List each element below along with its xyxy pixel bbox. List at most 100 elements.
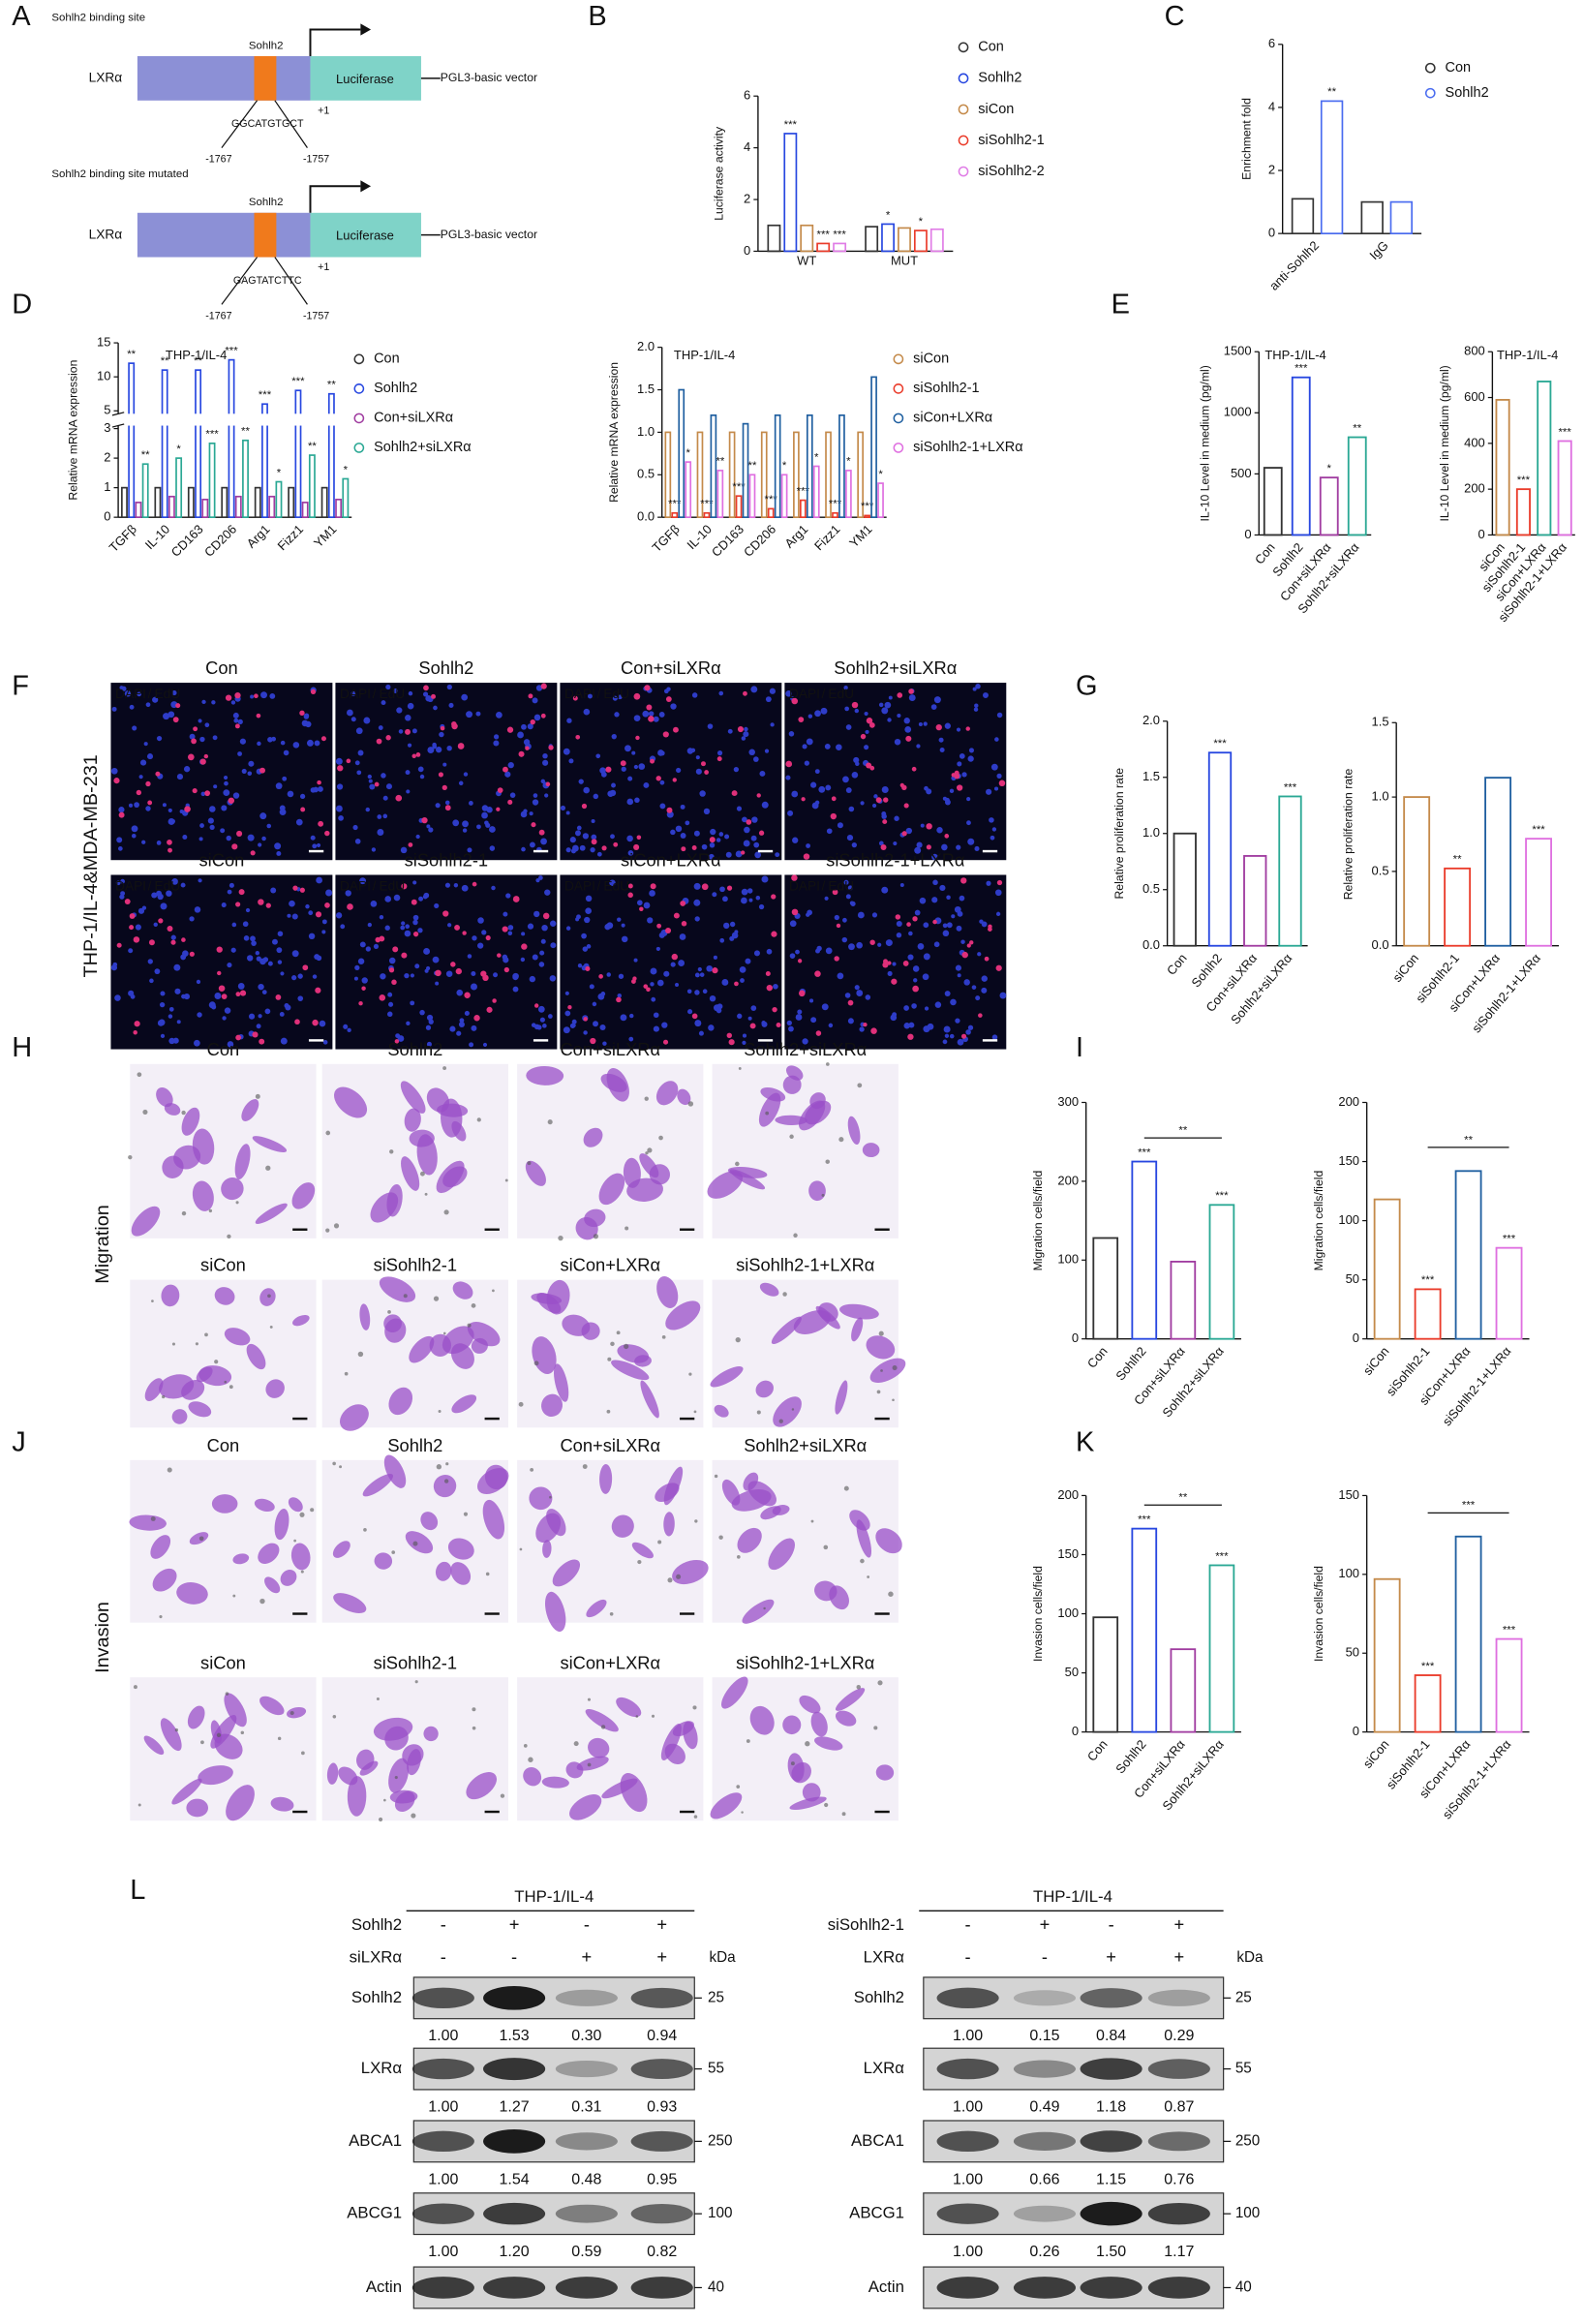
stain-label: /: [597, 687, 601, 701]
edu-nucleus: [766, 984, 773, 992]
nucleus: [231, 922, 237, 928]
nucleus: [916, 841, 923, 848]
nucleus: [279, 805, 286, 811]
chart-title: THP-1/IL-4: [1264, 348, 1325, 362]
edu-nucleus: [932, 919, 937, 925]
nucleus: [276, 947, 283, 954]
bar: [208, 443, 216, 518]
pore: [587, 1762, 592, 1767]
nucleus: [764, 749, 770, 753]
nucleus: [991, 827, 997, 832]
nucleus: [481, 811, 488, 819]
nucleus: [903, 1005, 909, 1011]
pore: [151, 1300, 154, 1302]
nucleus: [532, 954, 538, 961]
nucleus: [633, 958, 638, 963]
nucleus: [114, 994, 121, 1001]
nucleus: [727, 728, 733, 734]
y-tick-label: 0: [1072, 1724, 1079, 1738]
cell: [340, 1404, 369, 1431]
edu-nucleus: [635, 735, 640, 741]
edu-nucleus: [405, 728, 411, 735]
nucleus: [401, 921, 406, 926]
cell: [451, 1394, 477, 1414]
nucleus: [544, 793, 549, 798]
pore: [332, 1461, 336, 1466]
nucleus: [156, 735, 163, 742]
pore: [383, 1798, 386, 1802]
nucleus: [471, 983, 477, 991]
nucleus: [845, 724, 852, 730]
nucleus: [587, 693, 593, 699]
pore: [527, 1161, 532, 1166]
cell: [616, 1697, 642, 1718]
y-tick-label: 0: [1353, 1724, 1359, 1738]
pore: [467, 1323, 472, 1328]
significance: *: [344, 464, 349, 475]
band: [555, 1989, 618, 2006]
nucleus: [129, 704, 135, 710]
nucleus: [223, 775, 228, 780]
nucleus: [419, 1009, 425, 1016]
bar: [780, 474, 788, 518]
nucleus: [814, 769, 820, 775]
nucleus: [461, 884, 469, 892]
edu-nucleus: [598, 974, 603, 979]
nucleus: [407, 702, 414, 710]
nucleus: [627, 776, 633, 781]
nucleus: [741, 888, 748, 896]
nucleus: [785, 690, 792, 697]
edu-nucleus: [294, 1019, 300, 1025]
nucleus: [943, 1025, 951, 1033]
cell: [416, 1134, 438, 1176]
nucleus: [517, 731, 524, 739]
nucleus: [446, 746, 452, 751]
bar: [913, 229, 928, 253]
cell: [173, 1145, 201, 1170]
nucleus: [200, 791, 206, 797]
nucleus: [541, 924, 548, 932]
edu-nucleus: [851, 701, 859, 709]
band: [1013, 2131, 1077, 2152]
nucleus: [156, 841, 162, 845]
nucleus: [699, 790, 706, 797]
nucleus: [247, 771, 253, 777]
nucleus: [168, 711, 175, 719]
cell: [143, 1735, 165, 1756]
nucleus: [412, 914, 419, 921]
nucleus: [453, 883, 459, 888]
nucleus: [305, 903, 310, 909]
bar: [187, 486, 195, 518]
nucleus: [130, 994, 136, 999]
edu-nucleus: [167, 840, 172, 845]
nucleus: [773, 983, 778, 990]
cell: [450, 1343, 474, 1369]
nucleus: [316, 842, 321, 847]
binding-site: [254, 212, 277, 258]
edu-nucleus: [944, 834, 950, 839]
significance: **: [241, 426, 250, 438]
y-axis-label: IL-10 Level in medium (pg/ml): [1199, 365, 1212, 521]
nucleus: [180, 882, 186, 888]
nucleus: [377, 814, 382, 819]
cell: [383, 1454, 407, 1488]
tss-arrow: [309, 185, 361, 213]
nucleus: [893, 841, 898, 846]
nucleus: [204, 722, 210, 728]
nucleus: [825, 947, 833, 955]
nucleus: [435, 803, 441, 809]
nucleus: [198, 719, 202, 723]
nucleus: [957, 973, 961, 978]
nucleus: [894, 815, 899, 821]
cell: [768, 1538, 796, 1571]
edu-nucleus: [395, 794, 403, 802]
nucleus: [701, 843, 708, 850]
cell: [849, 1510, 870, 1531]
nucleus: [904, 725, 912, 733]
nucleus: [340, 924, 346, 930]
pore: [841, 1812, 846, 1817]
nucleus: [911, 1003, 917, 1009]
bar: [1454, 1535, 1482, 1733]
edu-nucleus: [394, 1039, 400, 1044]
edu-nucleus: [415, 752, 421, 757]
